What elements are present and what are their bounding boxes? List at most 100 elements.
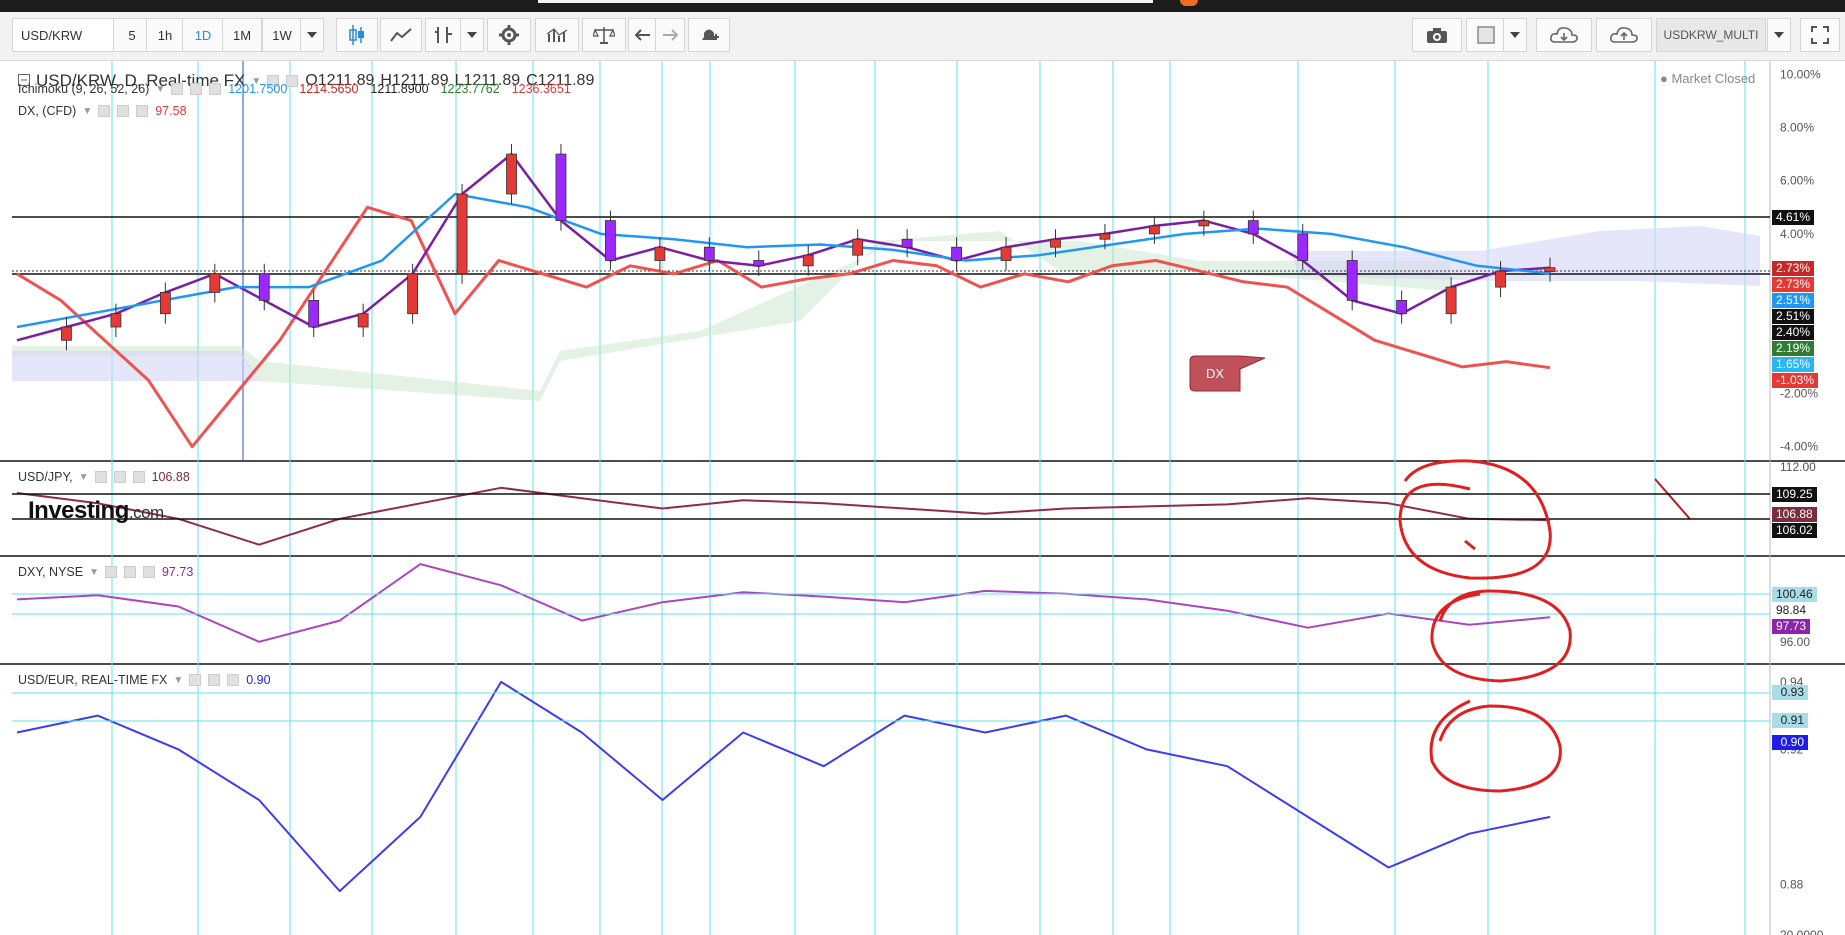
layout-name-button[interactable]: USDKRW_MULTI <box>1656 18 1766 52</box>
ichimoku-close-icon[interactable] <box>209 83 222 95</box>
axis-tick-label: 112.00 <box>1780 460 1816 474</box>
candles-style-icon[interactable] <box>336 18 378 52</box>
usdjpy-hide-icon[interactable] <box>94 471 107 483</box>
candle-body <box>357 313 369 328</box>
usdeur-legend: USD/EUR, REAL-TIME FX ▼ 0.90 <box>18 673 271 687</box>
dx-settings-icon[interactable] <box>117 105 130 117</box>
ichimoku-menu-icon[interactable]: ▼ <box>155 83 166 95</box>
title-menu-icon[interactable]: ▼ <box>251 75 262 87</box>
candle-body <box>407 273 419 315</box>
dx-callout-label: DX <box>1206 366 1224 381</box>
candle-body <box>159 292 171 315</box>
usdeur-settings-icon[interactable] <box>208 674 221 686</box>
undo-icon[interactable] <box>628 18 658 52</box>
ichimoku-value: 1214.5650 <box>299 82 359 96</box>
scale-balance-icon[interactable] <box>582 18 626 52</box>
ichimoku-hide-icon[interactable] <box>171 83 184 95</box>
browser-search-bar[interactable] <box>538 0 1153 3</box>
usdjpy-settings-icon[interactable] <box>113 471 126 483</box>
interval-1w-button[interactable]: 1W <box>262 18 302 52</box>
dxy-menu-icon[interactable]: ▼ <box>89 566 99 578</box>
main-price-tag: 4.61% <box>1772 210 1815 225</box>
settings-icon[interactable] <box>286 75 299 87</box>
layout-name-dropdown-icon[interactable] <box>1767 18 1791 52</box>
layout-square-icon[interactable] <box>1466 18 1506 52</box>
candle-body <box>901 238 913 248</box>
usdeur-hide-icon[interactable] <box>189 674 202 686</box>
hide-icon[interactable] <box>267 75 280 87</box>
chart-toolbar: USD/KRW 5 1h 1D 1M 1W USDKRW_MULTI <box>0 12 1845 61</box>
settings-gear-icon[interactable] <box>487 18 531 52</box>
usdjpy-price-tag: 109.25 <box>1772 487 1817 502</box>
candle-body <box>308 299 320 328</box>
fullscreen-icon[interactable] <box>1800 18 1840 52</box>
candle-body <box>258 273 270 301</box>
ichimoku-value: 1223.7762 <box>440 82 500 96</box>
candle-body <box>61 326 72 341</box>
candle-body <box>555 153 567 221</box>
ohlc-low: L1211.89 <box>454 72 521 89</box>
dx-menu-icon[interactable]: ▼ <box>82 105 93 117</box>
annotation-circle <box>1429 699 1562 793</box>
interval-1d-button[interactable]: 1D <box>182 18 224 52</box>
browser-logo-icon <box>1180 0 1198 6</box>
candle-body <box>852 238 864 256</box>
snapshot-camera-icon[interactable] <box>1412 18 1462 52</box>
candle-body <box>951 246 962 261</box>
dxy-legend: DXY, NYSE ▼ 97.73 <box>18 565 193 579</box>
dxy-close-icon[interactable] <box>142 566 155 578</box>
collapse-icon[interactable] <box>18 73 30 89</box>
ichimoku-values: 1201.7500 1214.5650 1211.8900 1223.7762 1236… <box>228 82 583 96</box>
chart-area[interactable]: DX10.00%8.00%6.00%4.00%2.00%-2.00%-4.00%… <box>0 61 1845 935</box>
chart-canvas[interactable]: DX10.00%8.00%6.00%4.00%2.00%-2.00%-4.00%… <box>0 61 1845 935</box>
cloud-load-icon[interactable] <box>1536 18 1592 52</box>
redo-icon[interactable] <box>655 18 685 52</box>
dx-legend: DX, (CFD) ▼ 97.58 <box>18 104 187 118</box>
templates-icon[interactable] <box>535 18 579 52</box>
dxy-hide-icon[interactable] <box>104 566 117 578</box>
interval-1h-button[interactable]: 1h <box>146 18 184 52</box>
alert-add-icon[interactable] <box>688 18 730 52</box>
ichimoku-legend: Ichimoku (9, 26, 52, 26) ▼ 1201.7500 1214… <box>18 82 583 96</box>
candle-body <box>1445 286 1457 315</box>
candle-body <box>605 220 616 261</box>
main-price-tag: 2.19% <box>1772 341 1815 356</box>
dxy-settings-icon[interactable] <box>123 566 136 578</box>
candle-body <box>1198 220 1210 227</box>
market-status: ● Market Closed <box>1660 71 1756 86</box>
candle-body <box>1148 225 1160 235</box>
ohlc-open: O1211.89 <box>305 72 375 89</box>
investing-logo: Investing.com <box>28 497 164 524</box>
candle-body <box>456 193 468 275</box>
main-price-tag: -1.03% <box>1772 373 1819 388</box>
usdeur-value: 0.90 <box>246 673 271 687</box>
candle-body <box>802 254 814 267</box>
interval-dropdown-icon[interactable] <box>300 18 324 52</box>
usdjpy-close-icon[interactable] <box>132 471 145 483</box>
usdeur-price-tag: 0.91 <box>1772 713 1808 728</box>
interval-5-button[interactable]: 5 <box>113 18 151 52</box>
axis-tick-label: 96.00 <box>1780 635 1810 649</box>
dx-callout-shape <box>1189 355 1266 392</box>
usdeur-close-icon[interactable] <box>227 674 240 686</box>
interval-1m-button[interactable]: 1M <box>222 18 262 52</box>
compare-icon[interactable] <box>425 18 463 52</box>
dx-label: DX, (CFD) <box>18 104 77 118</box>
candle-body <box>1000 246 1012 261</box>
usdjpy-price-tag: 106.02 <box>1772 523 1817 538</box>
dx-hide-icon[interactable] <box>98 105 111 117</box>
ichimoku-settings-icon[interactable] <box>190 83 203 95</box>
layout-dropdown-icon[interactable] <box>1503 18 1527 52</box>
usdjpy-menu-icon[interactable]: ▼ <box>78 471 89 483</box>
indicators-icon[interactable] <box>380 18 422 52</box>
dx-close-icon[interactable] <box>136 105 149 117</box>
cloud-save-icon[interactable] <box>1596 18 1652 52</box>
axis-tick-label: 20.0000 <box>1780 928 1824 935</box>
main-price-tag: 2.51% <box>1772 293 1815 308</box>
candle-body <box>506 153 517 195</box>
compare-dropdown-icon[interactable] <box>460 18 484 52</box>
annotation-stroke <box>1654 478 1691 520</box>
symbol-input[interactable]: USD/KRW <box>12 18 130 52</box>
usdeur-menu-icon[interactable]: ▼ <box>173 674 184 686</box>
dxy-price-tag: 98.84 <box>1772 603 1811 618</box>
